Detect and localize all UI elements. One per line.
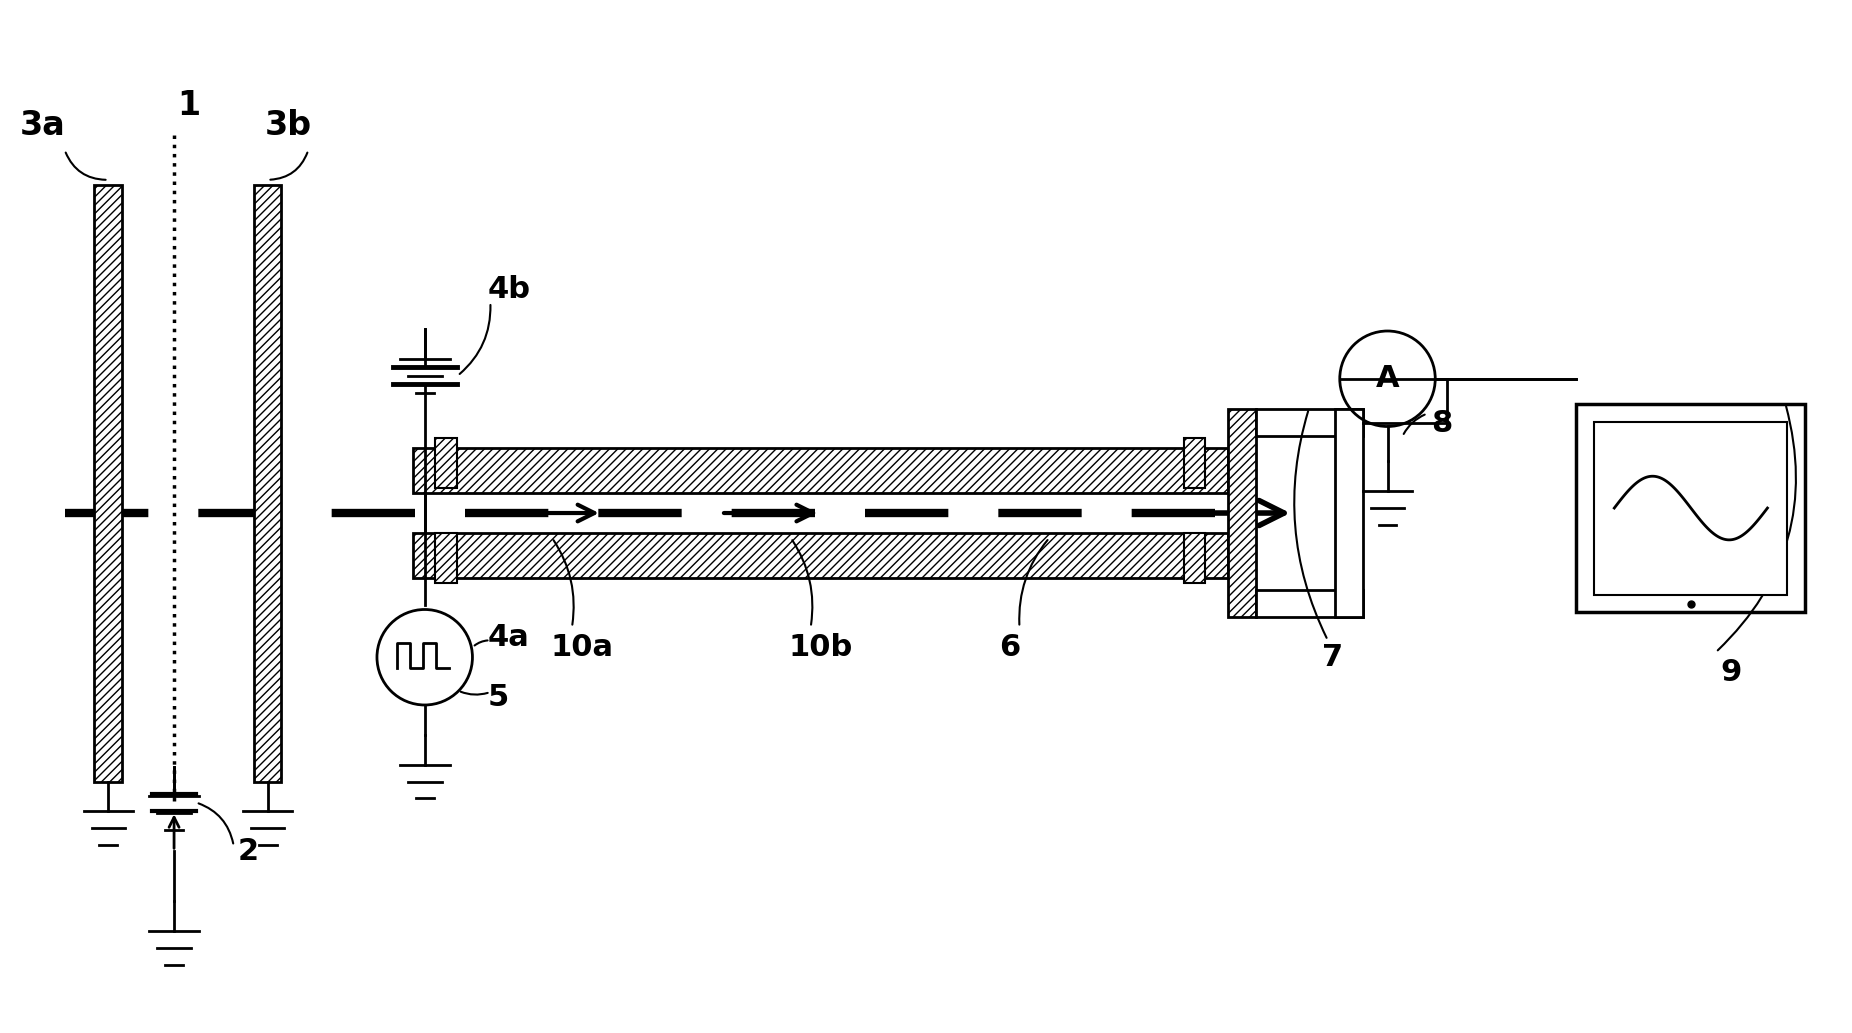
Bar [1183,533,1206,583]
Text: 4b: 4b [487,275,530,304]
Text: 10a: 10a [550,633,613,662]
Bar [435,533,457,583]
Text: 8: 8 [1432,409,1452,438]
Text: 5: 5 [487,683,509,712]
Bar [1335,409,1363,618]
Bar [1256,590,1363,618]
Bar [413,448,1228,493]
Text: 3b: 3b [265,108,311,142]
Bar [435,438,457,489]
Bar [94,185,122,782]
Bar [413,533,1228,577]
Bar [1228,409,1256,618]
Text: 6: 6 [998,633,1020,662]
Bar [254,185,282,782]
Text: 1: 1 [178,89,200,122]
Bar [1576,404,1806,613]
Bar [1256,409,1363,436]
Text: 2: 2 [239,837,259,866]
Bar [1595,421,1787,595]
Text: 4a: 4a [487,623,530,652]
Text: 7: 7 [1322,643,1343,671]
Text: 3a: 3a [20,108,65,142]
Text: 9: 9 [1721,658,1741,687]
Text: A: A [1376,365,1400,394]
Text: 10b: 10b [789,633,852,662]
Bar [1183,438,1206,489]
